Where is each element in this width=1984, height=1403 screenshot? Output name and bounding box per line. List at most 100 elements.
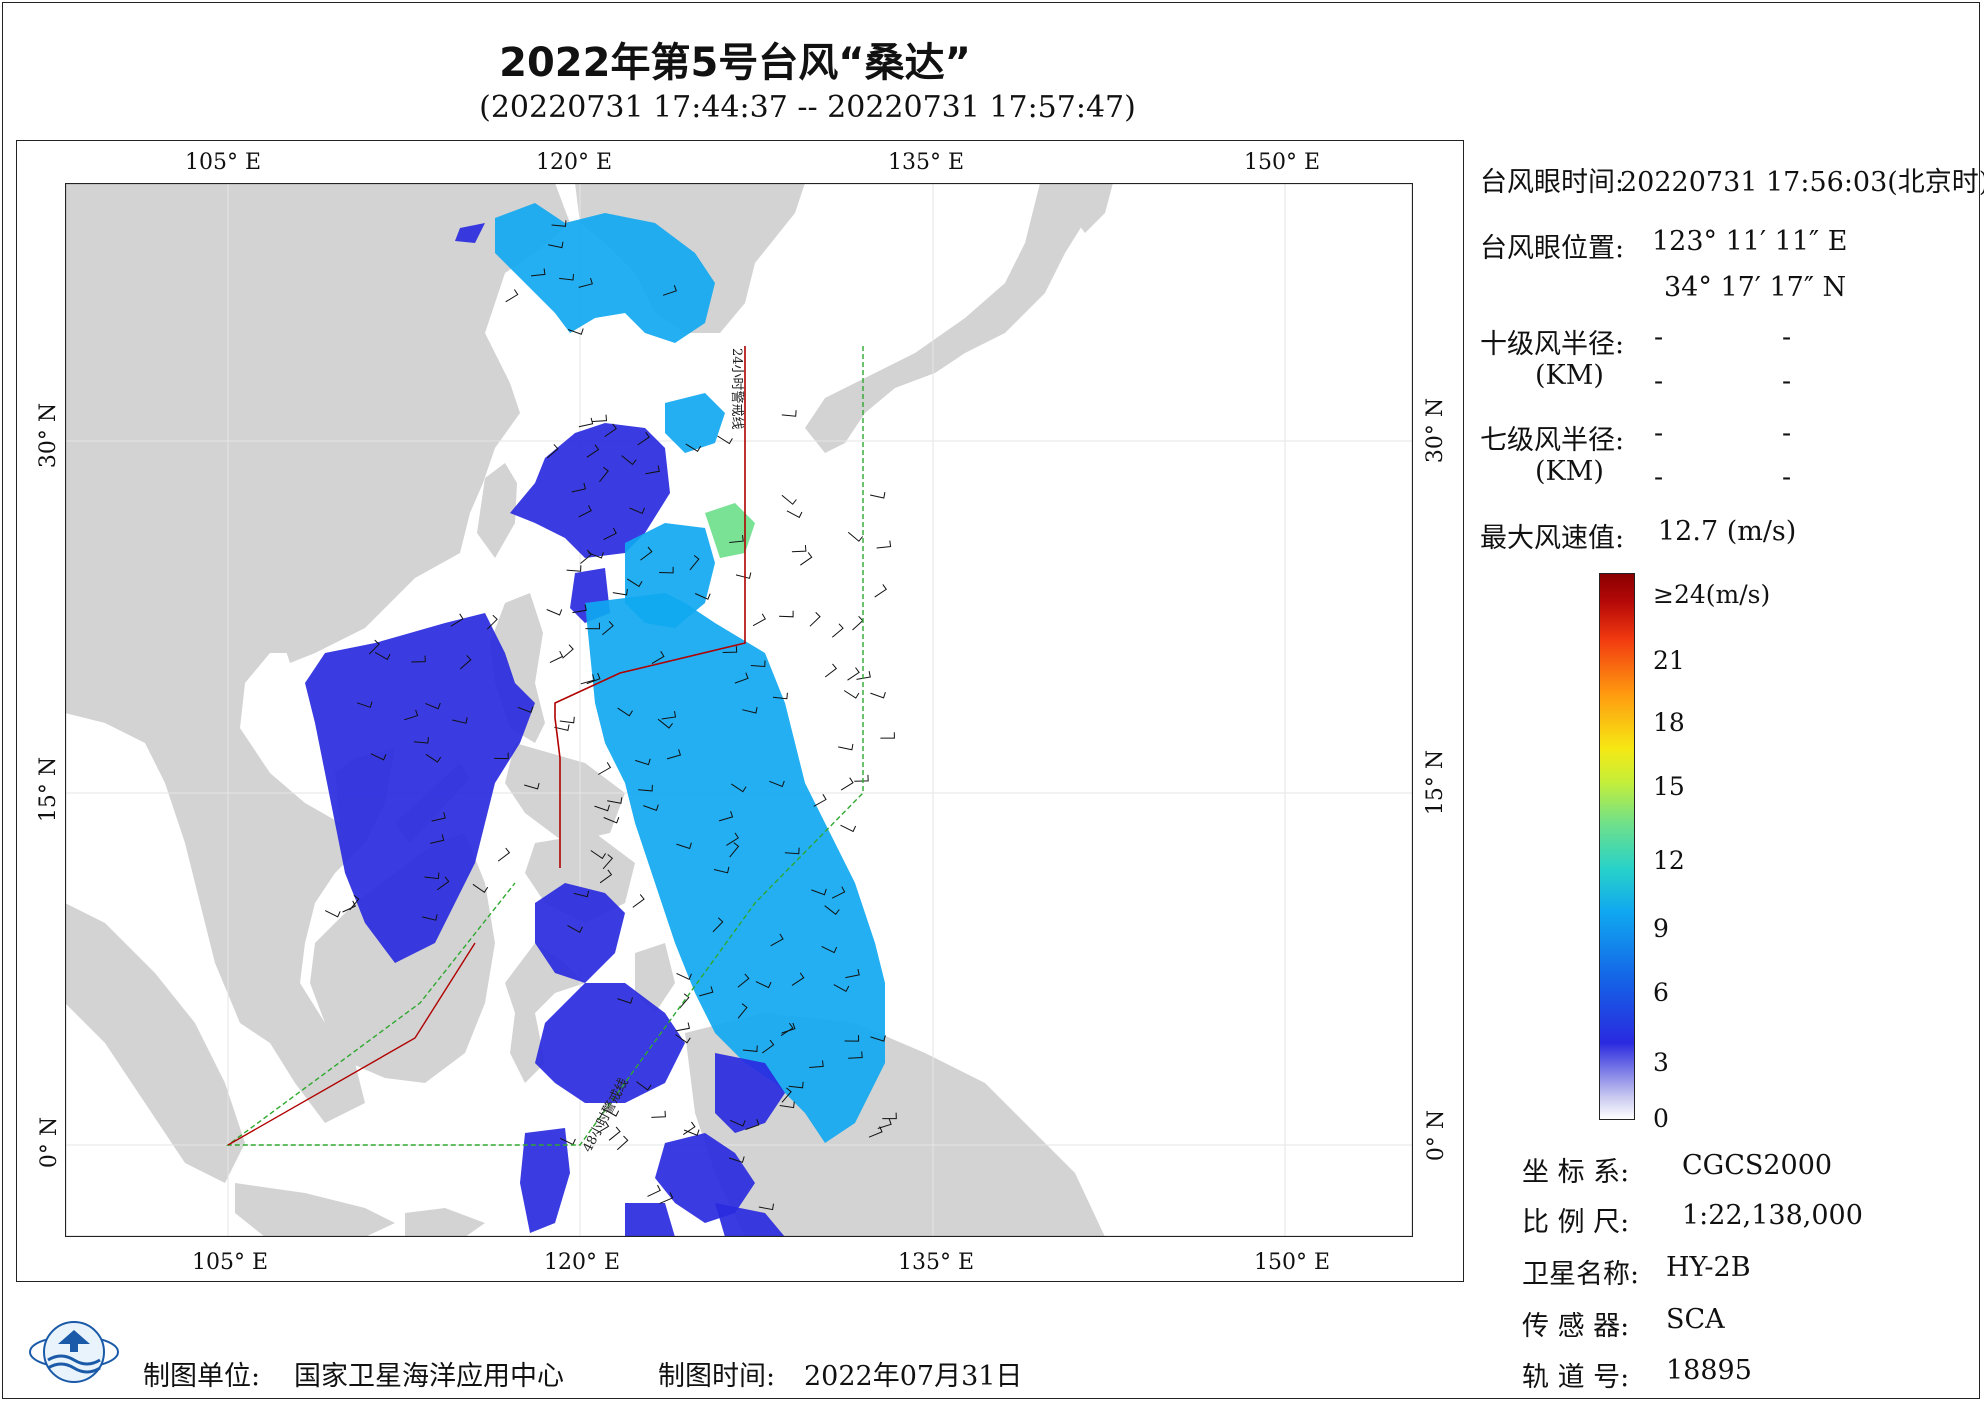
wind-swath-region bbox=[705, 503, 755, 558]
wind-barb bbox=[598, 762, 612, 775]
wind-barb bbox=[737, 1003, 748, 1019]
wind-barb bbox=[546, 444, 559, 459]
wind-barb bbox=[425, 702, 441, 710]
sensor-value: SCA bbox=[1666, 1304, 1725, 1335]
wind-barb bbox=[621, 455, 637, 466]
wind-barb bbox=[729, 1119, 746, 1127]
r10-unit: (KM) bbox=[1535, 360, 1604, 391]
wind-barb bbox=[437, 876, 450, 891]
wind-barb bbox=[770, 933, 784, 947]
r10-dash-1: - bbox=[1654, 322, 1664, 353]
wind-barb bbox=[659, 1192, 674, 1204]
wind-barb bbox=[840, 777, 854, 791]
lat-label-right-15: 15° N bbox=[1423, 749, 1449, 816]
wind-barb bbox=[608, 1126, 621, 1141]
r7-dash-2: - bbox=[1782, 418, 1792, 449]
wind-swath-region bbox=[455, 223, 485, 243]
wind-barb bbox=[429, 834, 445, 844]
lat-label-right-30: 30° N bbox=[1423, 397, 1449, 464]
wind-barb bbox=[404, 709, 419, 721]
r7-label: 七级风半径: bbox=[1480, 425, 1625, 456]
wind-barb bbox=[603, 527, 617, 541]
wind-swath-region bbox=[535, 983, 685, 1103]
wind-swath-region bbox=[495, 203, 715, 343]
crs-value: CGCS2000 bbox=[1682, 1150, 1833, 1181]
wind-barb bbox=[870, 691, 886, 699]
footer-unit-value: 国家卫星海洋应用中心 bbox=[294, 1361, 564, 1392]
wind-barb bbox=[762, 1039, 775, 1054]
wind-barb bbox=[676, 972, 692, 980]
wind-swath bbox=[305, 203, 885, 1237]
lat-label-left-30: 30° N bbox=[36, 402, 62, 469]
wind-barb bbox=[779, 1101, 795, 1109]
wind-barb bbox=[840, 824, 857, 833]
wind-barb bbox=[562, 644, 574, 659]
wind-barb bbox=[607, 797, 623, 804]
wind-swath-region bbox=[655, 1133, 755, 1223]
wind-barb bbox=[779, 610, 794, 618]
wind-barb bbox=[612, 588, 628, 596]
wind-barb bbox=[781, 1022, 796, 1034]
wind-barb bbox=[588, 552, 604, 559]
wind-barb bbox=[374, 651, 391, 661]
land-sumatra bbox=[65, 903, 245, 1183]
eye-time-label: 台风眼时间: bbox=[1480, 167, 1625, 198]
wind-barb bbox=[847, 667, 860, 681]
warning-line-24h-sw bbox=[227, 942, 476, 1146]
colorbar-label-0: 0 bbox=[1653, 1104, 1669, 1133]
wind-barb bbox=[602, 620, 614, 636]
wind-barb bbox=[643, 804, 659, 811]
wind-barb bbox=[824, 905, 840, 916]
wind-barb bbox=[784, 847, 800, 855]
footer-unit-label: 制图单位: bbox=[143, 1361, 261, 1392]
r7-dash-3: - bbox=[1654, 462, 1664, 493]
wind-barb bbox=[530, 268, 546, 277]
wind-barb bbox=[844, 1035, 860, 1042]
colorbar-label-9: 9 bbox=[1653, 914, 1669, 943]
wind-barb bbox=[877, 1118, 892, 1129]
wind-barb bbox=[594, 804, 610, 812]
orbit-label: 轨 道 号: bbox=[1522, 1362, 1630, 1393]
land-small-islands bbox=[405, 1208, 485, 1237]
wind-barb bbox=[580, 674, 595, 685]
wind-barb bbox=[869, 492, 886, 499]
eye-time-value: 20220731 17:56:03(北京时) bbox=[1620, 167, 1984, 198]
wind-barb bbox=[590, 850, 607, 860]
wind-barb bbox=[758, 1203, 774, 1211]
wind-barb bbox=[603, 1108, 620, 1117]
scale-value: 1:22,138,000 bbox=[1682, 1200, 1863, 1231]
wind-barb bbox=[734, 672, 749, 684]
wind-barb bbox=[632, 894, 645, 908]
wind-speed-colorbar bbox=[1599, 573, 1635, 1120]
map-area: 24小时警戒线 48小时警戒线 bbox=[65, 183, 1413, 1237]
wind-barb bbox=[637, 432, 650, 446]
wind-barb bbox=[662, 285, 677, 296]
wind-swath-region bbox=[625, 1203, 675, 1237]
wind-barb bbox=[694, 593, 711, 600]
colorbar-label-12: 12 bbox=[1653, 846, 1685, 875]
footer-time-label: 制图时间: bbox=[658, 1361, 776, 1392]
wind-barb bbox=[780, 1022, 794, 1037]
wind-barb bbox=[685, 443, 702, 452]
orbit-value: 18895 bbox=[1666, 1355, 1752, 1386]
r7-dash-1: - bbox=[1654, 418, 1664, 449]
lon-label-top-120: 120° E bbox=[536, 150, 613, 175]
colorbar-label-18: 18 bbox=[1653, 708, 1685, 737]
wind-barb bbox=[742, 1045, 758, 1052]
wind-barb bbox=[868, 1126, 883, 1138]
wind-barb bbox=[800, 552, 813, 566]
r10-dash-2: - bbox=[1782, 322, 1792, 353]
wind-barb bbox=[425, 753, 442, 763]
land-asia-mainland bbox=[65, 183, 570, 1123]
wind-barb bbox=[772, 692, 788, 700]
wind-barb bbox=[712, 917, 724, 933]
wind-barb bbox=[781, 410, 797, 417]
lon-label-bottom-105: 105° E bbox=[192, 1250, 269, 1275]
wind-barb bbox=[876, 540, 892, 549]
wind-barb bbox=[411, 655, 426, 663]
wind-barb bbox=[368, 639, 380, 655]
wind-barb bbox=[689, 555, 700, 571]
wind-barb bbox=[718, 811, 734, 822]
wind-barb bbox=[838, 743, 854, 751]
wind-swath-region bbox=[510, 423, 670, 558]
